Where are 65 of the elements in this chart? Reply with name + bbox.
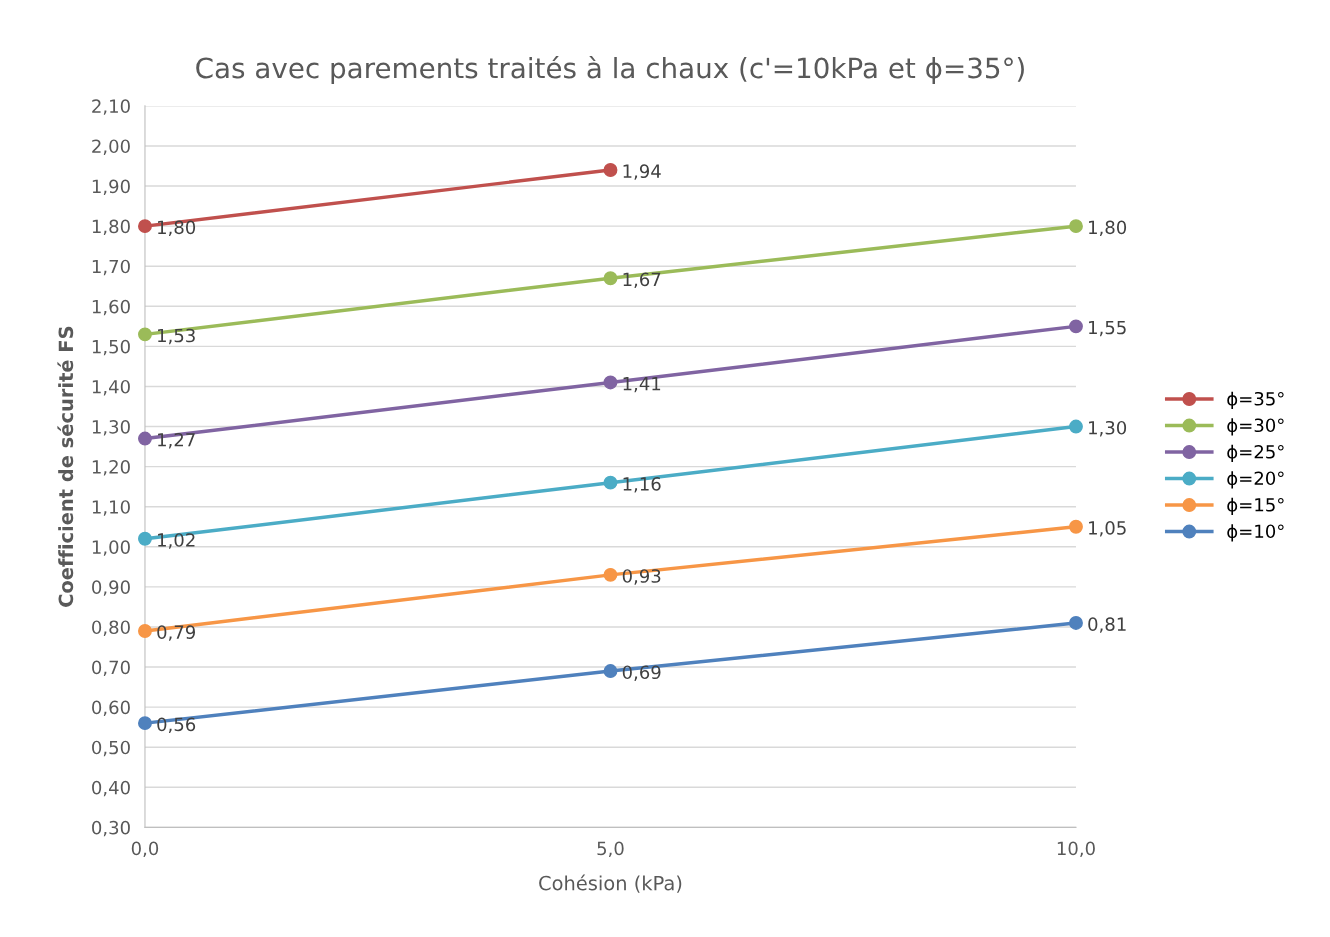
y-tick-label: 1,20	[92, 460, 130, 476]
y-tick-label: 0,90	[92, 580, 130, 596]
x-tick-label: 10,0	[1057, 841, 1095, 858]
y-tick-label: 0,70	[92, 660, 130, 676]
y-tick-label: 1,50	[92, 339, 130, 356]
point	[1069, 616, 1083, 630]
x-axis-title: Cohésion (kPa)	[539, 874, 682, 893]
data-label: 1,27	[158, 432, 195, 449]
point	[1069, 519, 1083, 534]
y-tick-label: 2,10	[92, 99, 130, 115]
data-label: 1,94	[623, 164, 661, 180]
point	[138, 219, 152, 234]
legend-label: ϕ=30°	[1227, 418, 1284, 436]
x-tick-label: 0,0	[131, 841, 159, 858]
y-tick-label: 0,30	[92, 820, 130, 837]
data-label: 1,80	[1089, 220, 1127, 236]
y-tick-label: 1,90	[92, 179, 130, 196]
y-tick-label: 1,80	[92, 219, 130, 236]
legend-label: ϕ=20°	[1227, 471, 1284, 489]
legend-label: ϕ=15°	[1227, 497, 1284, 516]
y-tick-label: 1,30	[92, 420, 130, 436]
data-label: 1,41	[623, 377, 661, 393]
point	[138, 624, 152, 638]
point	[1069, 319, 1083, 334]
data-label: 1,30	[1089, 420, 1127, 437]
data-label: 1,16	[623, 477, 661, 493]
y-tick-label: 0,40	[92, 780, 130, 797]
data-label: 0,56	[157, 717, 196, 734]
point	[1069, 419, 1083, 434]
data-label: 1,67	[623, 272, 661, 289]
data-label: 1,02	[158, 533, 195, 549]
point	[603, 375, 618, 390]
data-label: 0,69	[622, 665, 661, 681]
point	[138, 327, 152, 342]
point	[138, 716, 152, 731]
point	[603, 567, 618, 582]
data-label: 0,81	[1088, 617, 1126, 633]
data-label: 1,53	[158, 328, 195, 345]
point	[138, 431, 152, 446]
chart-title: Cas avec parements traités à la chaux (c'=10kPa et ϕ=35°)	[196, 55, 1024, 84]
legend-label: ϕ=10°	[1227, 524, 1284, 542]
y-tick-label: 1,60	[92, 299, 130, 316]
point	[603, 475, 618, 490]
y-tick-label: 1,10	[92, 500, 130, 516]
point	[138, 531, 152, 546]
y-tick-label: 1,00	[92, 540, 130, 556]
y-tick-label: 1,40	[92, 379, 130, 396]
x-tick-label: 5,0	[597, 841, 624, 858]
data-label: 0,79	[157, 625, 196, 641]
y-tick-label: 0,80	[92, 620, 130, 636]
y-tick-label: 0,50	[92, 740, 130, 757]
data-label: 0,93	[622, 569, 661, 585]
legend-label: ϕ=25°	[1227, 444, 1284, 463]
y-tick-label: 1,70	[92, 259, 130, 276]
data-label: 1,80	[158, 220, 196, 236]
point	[1069, 219, 1083, 234]
y-tick-label: 2,00	[92, 139, 130, 155]
point	[603, 163, 618, 177]
data-label: 1,55	[1089, 320, 1126, 337]
legend-label: ϕ=35°	[1227, 391, 1284, 410]
y-axis-title: Coefficient de sécurité FS	[57, 326, 74, 607]
data-label: 1,05	[1089, 521, 1126, 537]
point	[603, 664, 618, 678]
point	[603, 271, 618, 286]
y-tick-label: 0,60	[92, 700, 130, 717]
